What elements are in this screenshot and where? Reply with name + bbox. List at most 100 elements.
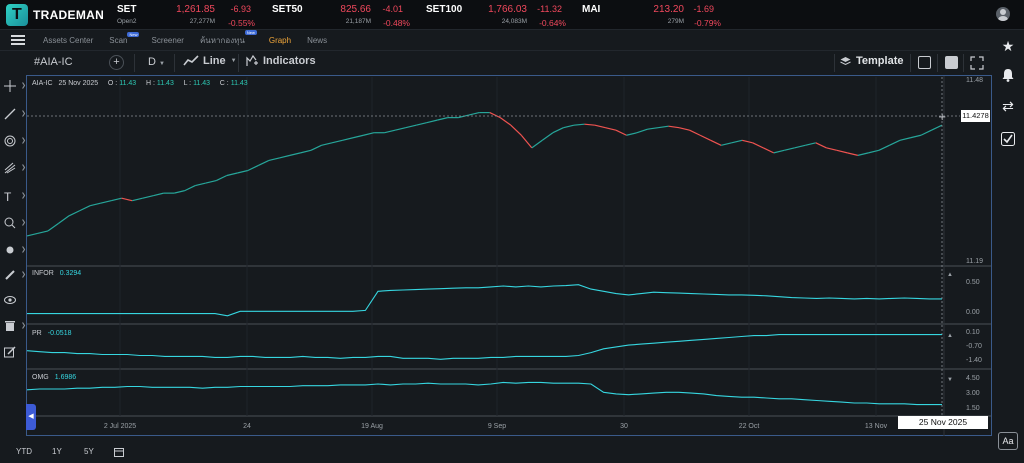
y-tick-label: 11.19: [966, 258, 983, 265]
x-tick-label: 30: [620, 423, 628, 430]
price-line-segment: [394, 127, 406, 131]
ticker-percent: -0.79%: [694, 18, 721, 28]
price-line-segment: [805, 142, 816, 146]
chart-container[interactable]: [26, 75, 992, 436]
ticker-mai[interactable]: MAI 213.20 -1.69 279M -0.79%: [582, 3, 732, 29]
price-line-segment: [752, 142, 764, 149]
ticker-change: -11.32: [537, 4, 562, 14]
fib-spiral-icon: [4, 135, 16, 147]
brand-logo[interactable]: TRADEMAN: [6, 3, 106, 27]
zoom-icon: [4, 217, 16, 229]
edit-tool[interactable]: [4, 346, 24, 362]
price-line-segment: [815, 142, 827, 149]
infor-line: [27, 284, 942, 317]
zoom-tool[interactable]: ❯: [4, 217, 26, 233]
checklist-icon[interactable]: [998, 129, 1018, 149]
pane-down-icon[interactable]: ▼: [947, 377, 953, 383]
visibility-tool[interactable]: [4, 294, 24, 310]
price-line-segment: [520, 134, 533, 149]
tab-graph[interactable]: Graph: [268, 35, 292, 45]
calendar-icon[interactable]: [114, 447, 124, 457]
crosshair-date-tag: 25 Nov 2025: [898, 416, 988, 429]
crosshair-cursor-icon: +: [938, 112, 946, 123]
price-line-segment: [920, 129, 932, 136]
top-ticker-bar: TRADEMAN SET Open2 1,261.85 -6.93 27,277…: [0, 0, 1024, 30]
delete-tool[interactable]: ❯: [4, 320, 26, 336]
star-icon[interactable]: ★: [1001, 38, 1015, 54]
price-line-segment: [510, 124, 522, 136]
price-line-segment: [647, 127, 659, 130]
price-line-segment: [331, 139, 343, 144]
y-tick-label: 11.48: [966, 77, 983, 84]
price-line-segment: [636, 128, 648, 134]
ticker-name: SET50: [272, 4, 303, 15]
tab-fund-search[interactable]: ค้นหากองทุน New: [199, 29, 257, 45]
camera-icon[interactable]: [945, 56, 958, 69]
expand-icon[interactable]: [970, 56, 984, 70]
price-line-segment: [205, 179, 217, 184]
pane-up-icon[interactable]: ▲: [947, 333, 953, 339]
add-symbol-button[interactable]: +: [109, 55, 124, 70]
range-5y[interactable]: 5Y: [84, 447, 94, 456]
omg-value: 1.6986: [54, 374, 77, 381]
fullscreen-box-icon[interactable]: [918, 56, 931, 69]
ticker-percent: -0.55%: [228, 18, 255, 28]
user-avatar-icon[interactable]: [996, 7, 1010, 21]
interval-select[interactable]: D ▼: [148, 56, 165, 68]
price-line-segment: [699, 134, 711, 141]
tab-assets-center[interactable]: Assets Center: [43, 35, 94, 45]
ticker-volume: 21,187M: [345, 18, 371, 25]
indicators-button[interactable]: Indicators: [246, 54, 316, 67]
text-tool[interactable]: T ❯: [4, 190, 26, 204]
range-ytd[interactable]: YTD: [16, 447, 32, 456]
template-button[interactable]: Template: [840, 55, 903, 67]
ticker-set50[interactable]: SET50 825.66 -4.01 21,187M -0.48%: [272, 3, 417, 29]
range-1y[interactable]: 1Y: [52, 447, 62, 456]
price-line-segment: [437, 117, 448, 121]
price-line-segment: [710, 139, 722, 146]
brush-tool[interactable]: ❯: [4, 269, 26, 285]
price-line-segment: [153, 192, 164, 197]
ticker-percent: -0.48%: [383, 18, 410, 28]
price-line-segment: [279, 154, 291, 159]
price-line-segment: [247, 164, 259, 172]
x-tick-label: 19 Aug: [361, 423, 383, 430]
price-line-segment: [268, 157, 280, 161]
swap-icon[interactable]: ⇄: [1002, 98, 1014, 114]
new-badge: New: [244, 29, 257, 35]
price-line-segment: [352, 134, 364, 139]
ticker-set[interactable]: SET Open2 1,261.85 -6.93 27,277M -0.55%: [117, 3, 267, 29]
price-line-segment: [868, 149, 880, 154]
ticker-set100[interactable]: SET100 1,766.03 -11.32 24,083M -0.64%: [426, 3, 576, 29]
marker-tool[interactable]: ❯: [4, 244, 26, 260]
y-tick-label: 1.50: [966, 405, 980, 412]
price-line-segment: [910, 134, 922, 139]
chart-type-select[interactable]: Line ▼: [183, 55, 237, 67]
crosshair-tool[interactable]: ❯: [4, 80, 26, 96]
collapse-panel-button[interactable]: ◀: [26, 404, 36, 430]
omg-line: [26, 381, 942, 406]
price-line-segment: [720, 142, 732, 146]
trendline-tool[interactable]: ❯: [4, 108, 26, 124]
pattern-tool[interactable]: ❯: [4, 162, 26, 178]
tab-screener[interactable]: Screener: [151, 35, 184, 45]
price-line-segment: [857, 152, 869, 156]
tab-scan[interactable]: Scan New: [109, 31, 140, 45]
price-line-segment: [541, 132, 554, 141]
pane-up-icon[interactable]: ▲: [947, 272, 953, 278]
bell-icon[interactable]: [998, 65, 1018, 85]
price-line-segment: [321, 142, 333, 146]
menu-icon[interactable]: [11, 35, 25, 45]
font-settings-button[interactable]: Aa: [998, 432, 1018, 450]
x-tick-label: 24: [243, 423, 251, 430]
fibonacci-tool[interactable]: ❯: [4, 135, 26, 151]
symbol-search[interactable]: #AIA-IC: [34, 56, 73, 68]
brush-icon: [5, 270, 15, 280]
pr-line: [26, 334, 942, 360]
price-line-segment: [468, 112, 480, 116]
tab-news[interactable]: News: [307, 35, 328, 45]
legend-symbol: AIA-IC: [32, 80, 53, 87]
ticker-price: 825.66: [340, 4, 371, 15]
price-line-segment: [552, 127, 564, 134]
